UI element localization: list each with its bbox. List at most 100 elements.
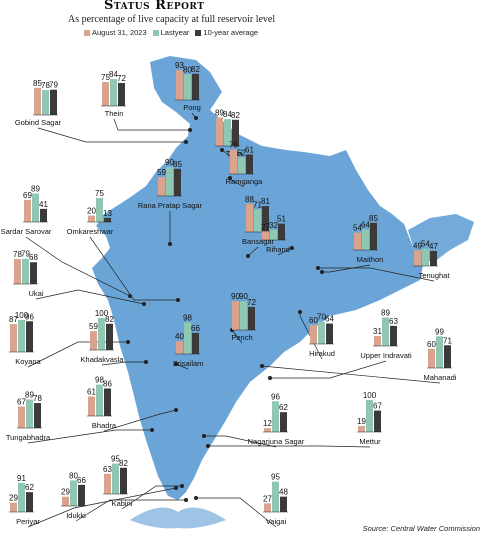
- reservoir-name-maithon: Maithon: [357, 255, 384, 264]
- reservoir-name-rihand: Rihand: [266, 245, 290, 254]
- reservoir-name-bansagar: Bansagar: [242, 237, 275, 246]
- india-map: [92, 56, 474, 529]
- bar-thein-2023: [102, 82, 109, 106]
- bar-nagarjuna-sagar-lastyear: [272, 401, 279, 432]
- bar-mahanadi-10yr: [444, 345, 451, 368]
- leader-line-mahanadi: [261, 365, 441, 384]
- reservoir-name-mettur: Mettur: [359, 437, 381, 446]
- bar-ukai-10yr: [30, 262, 37, 284]
- reservoir-group-tenughat: 49 54 47 Tenughat: [413, 240, 450, 280]
- bar-periyar-lastyear: [18, 482, 25, 512]
- leader-line-ukai: [35, 289, 145, 305]
- leader-lines: [25, 112, 441, 528]
- value-label-hirakud-0: 60: [309, 316, 318, 325]
- location-dot-tenughat: [316, 266, 320, 270]
- bar-tungabhadra-2023: [18, 406, 25, 428]
- value-label-tehri-2: 82: [231, 111, 240, 120]
- bar-periyar-10yr: [26, 492, 33, 512]
- location-dot-mahanadi: [260, 364, 264, 368]
- bar-idukki-2023: [62, 496, 69, 506]
- location-dot-koyana: [126, 340, 130, 344]
- bar-upper-indravati-10yr: [390, 325, 397, 346]
- leader-line-kabini: [121, 485, 182, 510]
- value-label-kabini-0: 63: [103, 465, 112, 474]
- bar-pench-lastyear: [240, 301, 247, 330]
- value-label-thein-0: 75: [101, 73, 110, 82]
- reservoir-name-mahanadi: Mahanadi: [424, 373, 457, 382]
- bar-omkareshwar-2023: [88, 215, 95, 222]
- bar-tungabhadra-10yr: [34, 403, 41, 428]
- bar-khadakvasla-2023: [90, 331, 97, 350]
- bar-tenughat-10yr: [430, 250, 437, 266]
- value-label-ukai-2: 68: [29, 253, 38, 262]
- legend-label-2023: August 31, 2023: [92, 28, 147, 37]
- legend: August 31, 2023 Lastyear 10-year average: [84, 28, 258, 37]
- reservoir-name-upper-indravati: Upper Indravati: [360, 351, 412, 360]
- value-label-gobind-sagar-0: 85: [33, 79, 42, 88]
- value-label-mettur-2: 67: [373, 402, 382, 411]
- value-label-koyana-1: 100: [15, 311, 29, 320]
- value-label-ukai-1: 79: [21, 250, 30, 259]
- value-label-idukki-0: 29: [61, 488, 70, 497]
- bar-tehri-2023: [216, 117, 223, 146]
- location-dot-gobind-sagar: [184, 140, 188, 144]
- bar-pong-lastyear: [184, 74, 191, 100]
- value-label-kabini-2: 82: [119, 459, 128, 468]
- reservoir-group-thein: 75 84 72 Thein: [101, 70, 126, 118]
- chart-subtitle: As percentage of live capacity at full r…: [68, 14, 276, 25]
- value-label-hirakud-2: 64: [325, 315, 334, 324]
- bar-bhadra-lastyear: [96, 384, 103, 416]
- reservoir-name-sardar-sarovar: Sardar Sarovar: [1, 227, 52, 236]
- value-label-sardar-sarovar-0: 69: [23, 191, 32, 200]
- value-label-tungabhadra-2: 78: [33, 394, 42, 403]
- bar-mahanadi-lastyear: [436, 336, 443, 368]
- bar-hirakud-2023: [310, 324, 317, 344]
- value-label-pong-0: 93: [175, 61, 184, 70]
- reservoir-name-idukki: Idukki: [66, 511, 86, 520]
- reservoir-group-ukai: 78 79 68 Ukai: [13, 250, 44, 298]
- value-label-tungabhadra-1: 89: [25, 391, 34, 400]
- reservoir-name-ukai: Ukai: [28, 289, 43, 298]
- bar-kabini-lastyear: [112, 463, 119, 494]
- location-dot-idukki: [184, 498, 188, 502]
- location-dot-srisailam: [174, 362, 178, 366]
- value-label-tenughat-2: 47: [429, 242, 438, 251]
- reservoir-group-gobind-sagar: 85 78 79 Gobind Sagar: [15, 79, 62, 127]
- location-dot-upper-indravati: [268, 376, 272, 380]
- location-dot-rana-pratap-sagar: [168, 242, 172, 246]
- value-label-thein-1: 84: [109, 70, 118, 79]
- bar-bansagar-lastyear: [254, 209, 261, 232]
- value-label-mahanadi-2: 71: [443, 336, 452, 345]
- leader-line-tungabhadra: [27, 429, 152, 444]
- bar-maithon-10yr: [370, 222, 377, 250]
- value-label-rihand-0: 27: [261, 222, 270, 231]
- leader-line-maithon: [322, 264, 371, 273]
- value-label-nagarjuna-sagar-0: 12: [263, 419, 272, 428]
- source-note: Source: Central Water Commission: [362, 524, 480, 533]
- bar-khadakvasla-10yr: [106, 323, 113, 350]
- reservoir-name-tungabhadra: Tungabhadra: [6, 433, 51, 442]
- leader-line-pench: [231, 329, 243, 344]
- bar-ramganga-2023: [230, 149, 237, 174]
- leader-line-vaigai: [196, 497, 277, 528]
- bar-rihand-lastyear: [270, 229, 277, 240]
- value-label-periyar-1: 91: [17, 474, 26, 483]
- value-label-rana-pratap-sagar-1: 90: [165, 158, 174, 167]
- water-splash: [130, 507, 226, 529]
- value-label-pench-0: 90: [231, 292, 240, 301]
- value-label-maithon-0: 54: [353, 224, 362, 233]
- bar-maithon-lastyear: [362, 229, 369, 250]
- value-label-sardar-sarovar-1: 89: [31, 185, 40, 194]
- value-label-omkareshwar-2: 13: [103, 209, 112, 218]
- value-label-vaigai-0: 27: [263, 494, 272, 503]
- leader-line-mettur: [208, 445, 371, 448]
- value-label-bhadra-1: 98: [95, 376, 104, 385]
- location-dot-nagarjuna-sagar: [202, 434, 206, 438]
- value-label-bhadra-0: 61: [87, 387, 96, 396]
